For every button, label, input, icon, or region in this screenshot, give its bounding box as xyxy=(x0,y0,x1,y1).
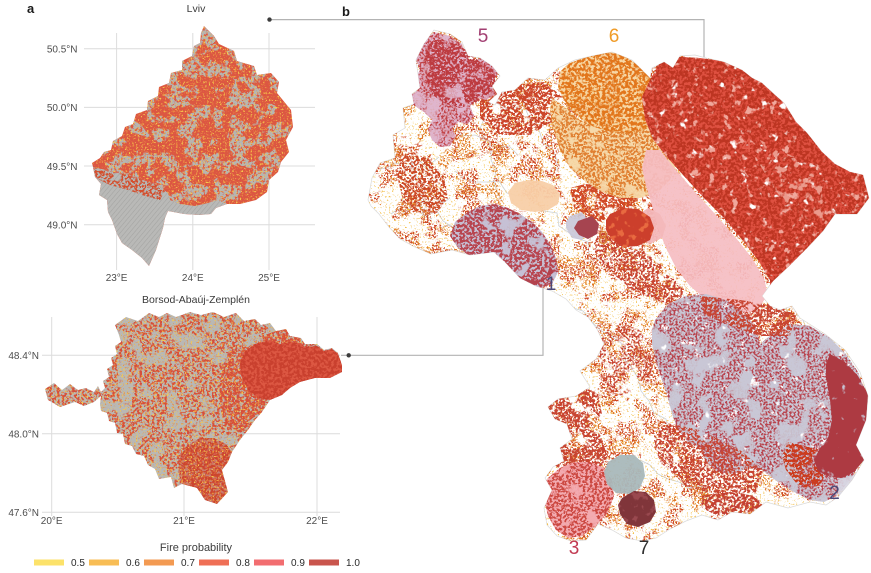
svg-text:0.5: 0.5 xyxy=(71,558,85,569)
svg-text:20°E: 20°E xyxy=(41,516,63,527)
svg-text:48.0°N: 48.0°N xyxy=(8,430,39,441)
svg-text:a: a xyxy=(27,1,35,16)
svg-text:5: 5 xyxy=(478,26,489,47)
svg-text:25°E: 25°E xyxy=(258,273,280,284)
svg-text:23°E: 23°E xyxy=(106,273,128,284)
svg-text:0.6: 0.6 xyxy=(126,558,140,569)
svg-text:47.6°N: 47.6°N xyxy=(8,508,39,519)
svg-text:0.8: 0.8 xyxy=(236,558,250,569)
svg-text:6: 6 xyxy=(609,26,620,47)
svg-text:50.0°N: 50.0°N xyxy=(47,103,78,114)
svg-text:1.0: 1.0 xyxy=(346,558,360,569)
svg-text:3: 3 xyxy=(569,538,580,559)
svg-text:48.4°N: 48.4°N xyxy=(8,351,39,362)
svg-text:22°E: 22°E xyxy=(306,516,328,527)
svg-text:Lviv: Lviv xyxy=(187,3,206,15)
svg-text:50.5°N: 50.5°N xyxy=(47,45,78,56)
svg-text:7: 7 xyxy=(639,538,650,559)
svg-text:4: 4 xyxy=(742,136,753,157)
svg-text:0.7: 0.7 xyxy=(181,558,195,569)
svg-text:b: b xyxy=(342,4,350,19)
svg-text:1: 1 xyxy=(546,274,557,295)
svg-text:0.9: 0.9 xyxy=(291,558,305,569)
svg-text:Fire probability: Fire probability xyxy=(160,542,233,554)
svg-text:21°E: 21°E xyxy=(173,516,195,527)
svg-text:49.5°N: 49.5°N xyxy=(47,162,78,173)
svg-text:8: 8 xyxy=(598,228,608,248)
svg-text:49.0°N: 49.0°N xyxy=(47,221,78,232)
svg-text:24°E: 24°E xyxy=(182,273,204,284)
svg-text:Borsod-Abaúj-Zemplén: Borsod-Abaúj-Zemplén xyxy=(142,294,250,306)
svg-text:2: 2 xyxy=(829,483,840,504)
